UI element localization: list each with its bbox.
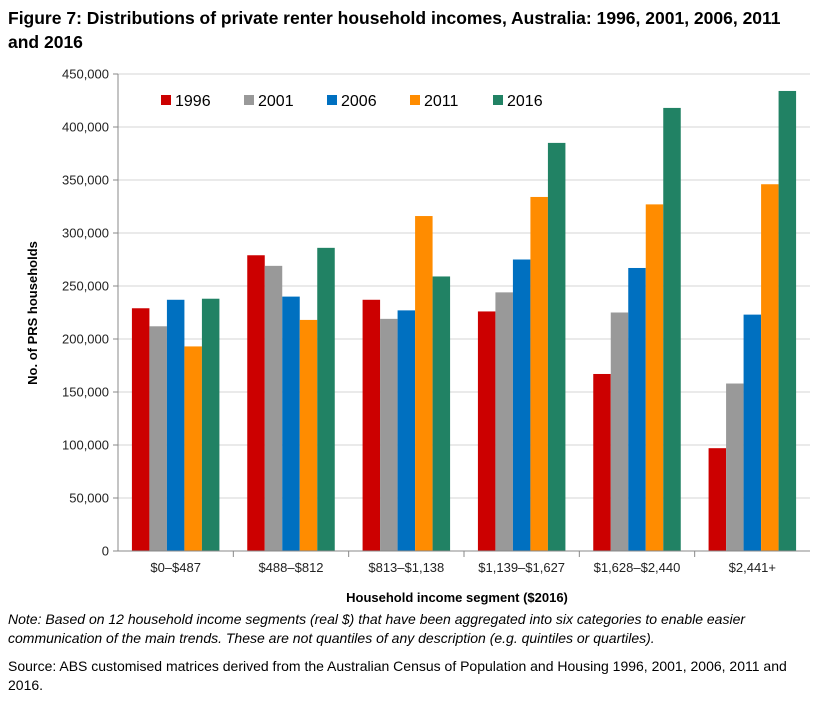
x-tick-label: $0–$487 [150,560,201,575]
bar-2006-1 [282,296,300,551]
x-tick-label: $1,139–$1,627 [478,560,565,575]
axes [113,73,810,557]
bar-2016-1 [317,247,335,551]
bar-2011-3 [530,196,548,551]
bar-2011-0 [184,346,202,551]
bar-2016-4 [663,107,681,552]
y-tick-label: 300,000 [62,226,109,241]
legend-swatch-2006 [327,95,337,105]
legend-label-2006: 2006 [341,93,377,110]
bar-1996-1 [247,255,265,551]
y-tick-label: 200,000 [62,332,109,347]
y-tick-label: 0 [102,544,109,559]
y-tick-label: 250,000 [62,279,109,294]
x-tick-label: $1,628–$2,440 [594,560,681,575]
bar-2011-1 [299,319,318,551]
bar-2001-0 [149,326,167,551]
bar-2016-2 [432,276,451,551]
y-tick-label: 150,000 [62,385,109,400]
y-tick-label: 100,000 [62,438,109,453]
legend-label-2011: 2011 [424,93,459,110]
figure-source: Source: ABS customised matrices derived … [8,658,787,693]
bar-2011-4 [645,204,664,551]
bar-2016-0 [201,298,220,551]
bar-2006-4 [628,267,646,551]
legend-label-2016: 2016 [507,93,543,110]
bar-chart: 0 50,000 100,000 150,000 200,000 250,000 300,0… [25,67,810,605]
figure-title: Figure 7: Distributions of private rente… [8,8,781,52]
bar-series [131,90,797,552]
bar-2011-5 [761,184,779,552]
x-tick-label: $2,441+ [729,560,776,575]
legend-label-1996: 1996 [175,93,211,110]
bar-2001-1 [264,265,283,551]
x-tick-labels: $0–$487 $488–$812 $813–$1,138 $1,139–$1,627… [150,560,776,575]
x-tick-label: $813–$1,138 [368,560,444,575]
bar-1996-5 [708,448,727,551]
y-tick-labels: 0 50,000 100,000 150,000 200,000 250,000 300,0… [62,67,109,559]
legend-swatch-2001 [244,95,254,105]
bar-1996-4 [593,373,611,551]
y-axis-title: No. of PRS households [25,241,40,385]
bar-2011-2 [415,216,433,552]
y-tick-label: 450,000 [62,67,109,82]
legend-label-2001: 2001 [258,93,294,110]
bar-2016-3 [547,142,566,551]
x-tick-label: $488–$812 [258,560,323,575]
bar-2001-5 [726,383,744,551]
bar-2006-3 [512,259,531,551]
figure-note: Note: Based on 12 household income segme… [8,611,746,646]
legend-swatch-1996 [161,95,171,105]
bar-2006-2 [397,310,416,551]
gridlines [118,73,810,499]
legend: 1996 2001 2006 2011 2016 [161,93,543,110]
bar-2001-4 [610,312,629,551]
bar-1996-0 [131,308,150,551]
bar-2001-3 [495,292,513,551]
y-tick-label: 50,000 [69,491,109,506]
bar-2006-0 [166,299,185,551]
bar-1996-3 [477,311,496,551]
legend-swatch-2011 [410,95,420,105]
bar-2016-5 [778,90,797,552]
bar-2006-5 [743,314,762,551]
x-axis-title: Household income segment ($2016) [346,590,568,605]
y-tick-label: 400,000 [62,120,109,135]
bar-1996-2 [362,299,381,551]
y-tick-label: 350,000 [62,173,109,188]
bar-2001-2 [380,318,398,551]
legend-swatch-2016 [493,95,503,105]
